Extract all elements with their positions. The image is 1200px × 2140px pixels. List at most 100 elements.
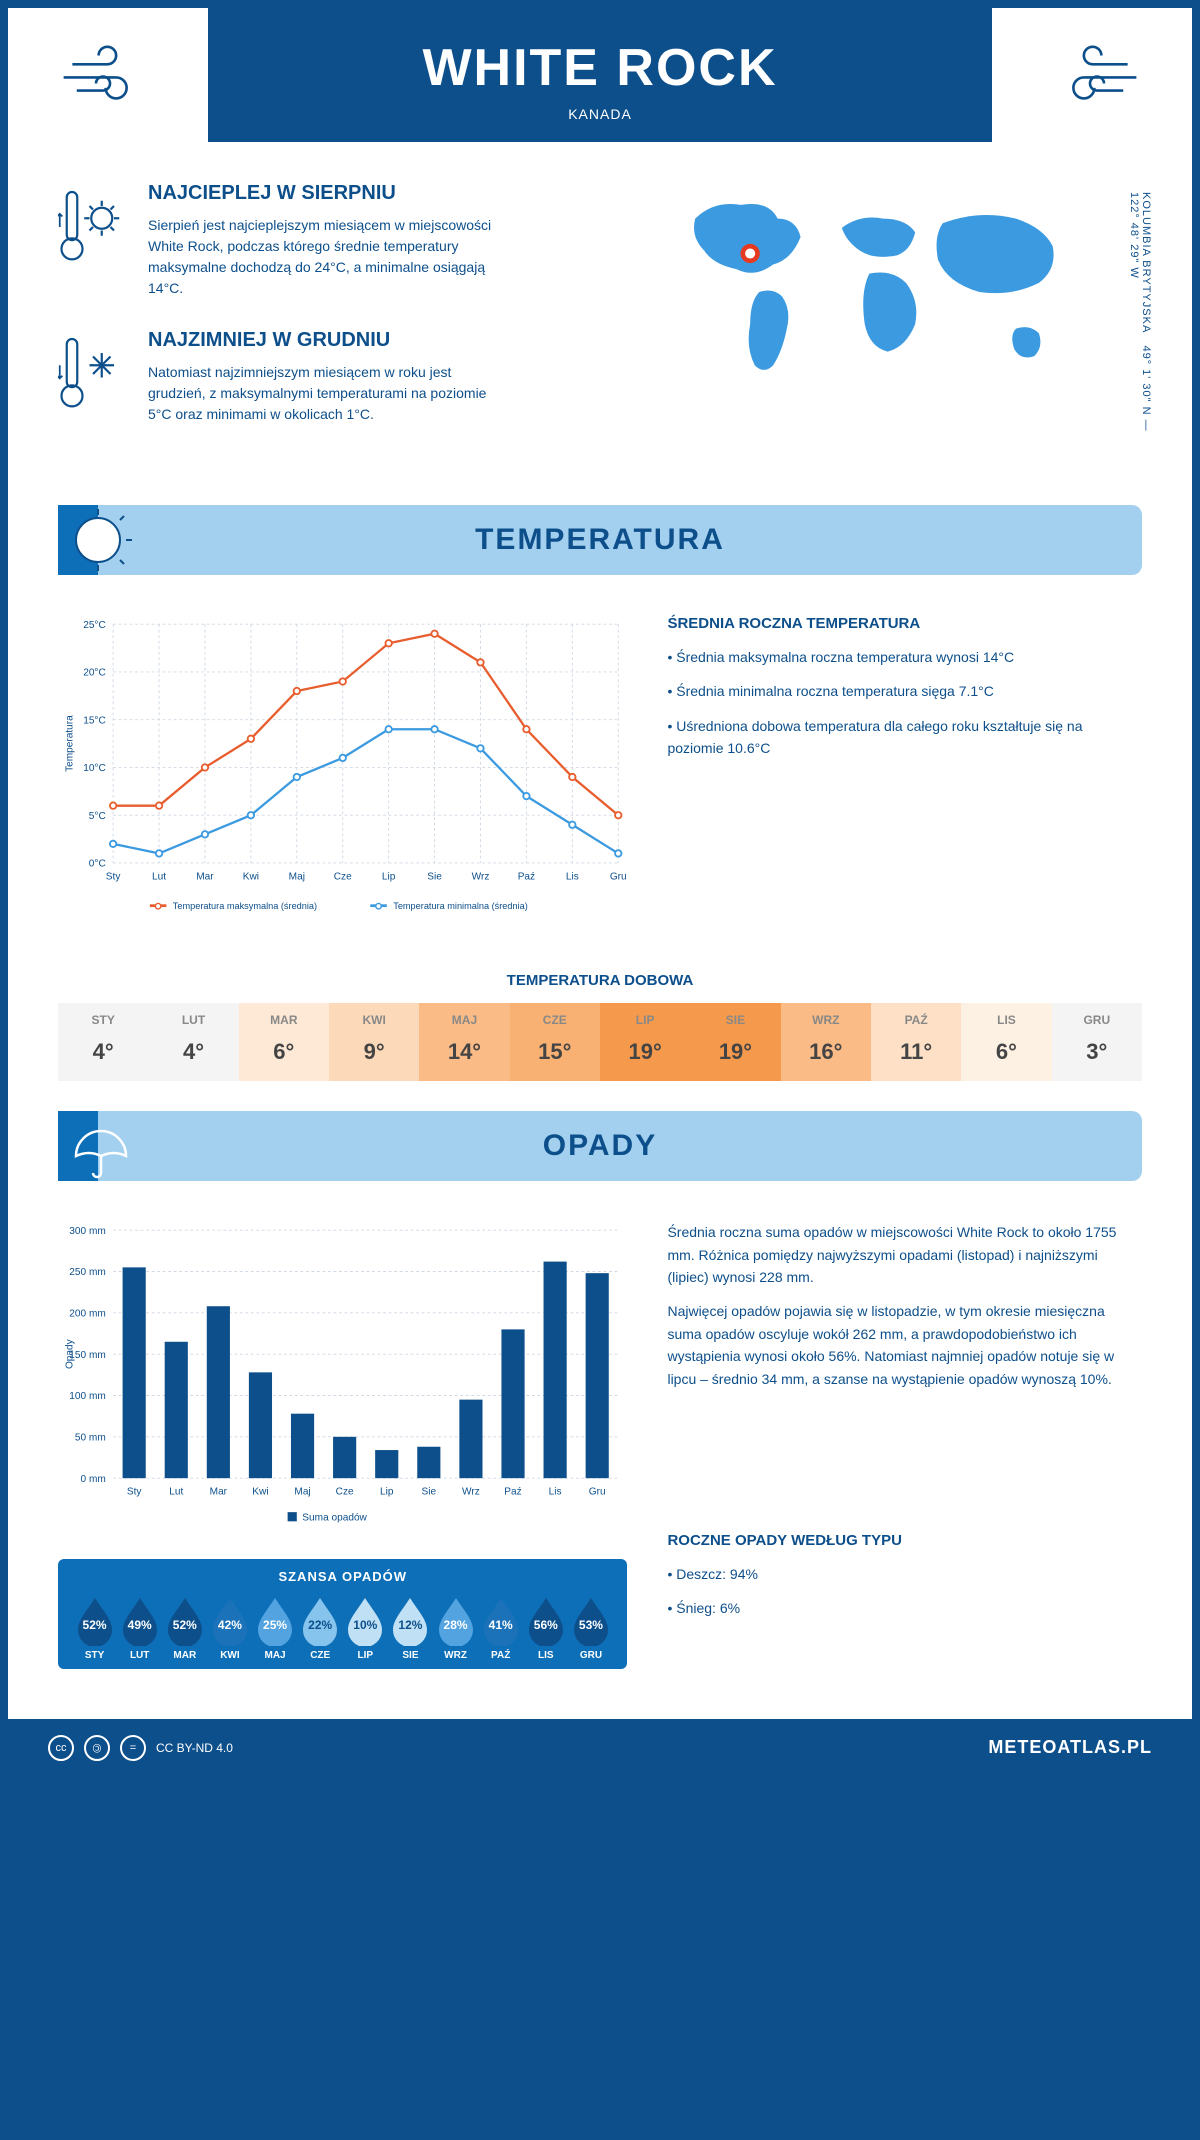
precipitation-bar-chart: 0 mm50 mm100 mm150 mm200 mm250 mm300 mmO… (58, 1221, 627, 1533)
rain-chance-cell: 56% LIS (523, 1594, 568, 1661)
svg-text:10°C: 10°C (83, 763, 106, 774)
thermometer-cold-icon (58, 329, 128, 419)
svg-text:20°C: 20°C (83, 668, 106, 679)
by-icon: 🄯 (84, 1735, 110, 1761)
svg-text:5°C: 5°C (89, 811, 106, 822)
thermometer-hot-icon (58, 182, 128, 272)
svg-text:Mar: Mar (210, 1487, 228, 1498)
svg-text:Paź: Paź (518, 872, 535, 883)
temp-cell: PAŹ11° (871, 1003, 961, 1081)
svg-text:Wrz: Wrz (462, 1487, 480, 1498)
temp-cell: STY4° (58, 1003, 148, 1081)
location-marker-icon (743, 246, 758, 261)
svg-text:Lip: Lip (382, 872, 396, 883)
warmest-text: Sierpień jest najcieplejszym miesiącem w… (148, 215, 508, 299)
world-map (615, 182, 1142, 402)
location-country: KANADA (208, 106, 992, 122)
avg-temp-bullet: • Uśredniona dobowa temperatura dla całe… (667, 715, 1142, 760)
temp-cell: LIP19° (600, 1003, 690, 1081)
svg-text:250 mm: 250 mm (69, 1267, 105, 1278)
svg-text:Kwi: Kwi (243, 872, 259, 883)
temperature-line-chart: 0°C5°C10°C15°C20°C25°CStyLutMarKwiMajCze… (58, 615, 627, 927)
svg-text:Lip: Lip (380, 1487, 394, 1498)
temperature-section-header: TEMPERATURA (58, 505, 1142, 575)
warmest-block: NAJCIEPLEJ W SIERPNIU Sierpień jest najc… (58, 182, 585, 299)
svg-text:0°C: 0°C (89, 859, 106, 870)
rain-chance-cell: 53% GRU (568, 1594, 613, 1661)
precip-para-1: Średnia roczna suma opadów w miejscowośc… (667, 1221, 1142, 1288)
temp-cell: WRZ16° (781, 1003, 871, 1081)
rain-chance-cell: 52% MAR (162, 1594, 207, 1661)
temp-cell: KWI9° (329, 1003, 419, 1081)
rain-chance-cell: 41% PAŹ (478, 1594, 523, 1661)
coordinates-label: KOLUMBIA BRYTYJSKA 49° 1' 30" N — 122° 4… (1128, 192, 1152, 455)
precip-type-item: • Deszcz: 94% (667, 1563, 1142, 1585)
daily-temp-title: TEMPERATURA DOBOWA (8, 972, 1192, 989)
svg-text:Cze: Cze (336, 1487, 354, 1498)
rain-chance-cell: 28% WRZ (433, 1594, 478, 1661)
precip-type-item: • Śnieg: 6% (667, 1597, 1142, 1619)
svg-text:Kwi: Kwi (252, 1487, 268, 1498)
svg-text:Sty: Sty (127, 1487, 143, 1498)
avg-temp-bullet: • Średnia maksymalna roczna temperatura … (667, 646, 1142, 668)
svg-text:Wrz: Wrz (472, 872, 490, 883)
svg-text:Lis: Lis (566, 872, 579, 883)
rain-chance-cell: 10% LIP (343, 1594, 388, 1661)
daily-temp-table: STY4° LUT4° MAR6° KWI9° MAJ14° CZE15° LI… (58, 1003, 1142, 1081)
svg-text:Gru: Gru (589, 1487, 606, 1498)
svg-text:Temperatura maksymalna (średni: Temperatura maksymalna (średnia) (173, 901, 317, 911)
rain-chance-cell: 12% SIE (388, 1594, 433, 1661)
svg-text:Mar: Mar (196, 872, 214, 883)
svg-text:Lut: Lut (152, 872, 166, 883)
svg-text:25°C: 25°C (83, 620, 106, 631)
precip-by-type-title: ROCZNE OPADY WEDŁUG TYPU (667, 1532, 1142, 1549)
coldest-block: NAJZIMNIEJ W GRUDNIU Natomiast najzimnie… (58, 329, 585, 425)
rain-chance-cell: 49% LUT (117, 1594, 162, 1661)
svg-text:Sie: Sie (422, 1487, 437, 1498)
precipitation-section-header: OPADY (58, 1111, 1142, 1181)
svg-text:Suma opadów: Suma opadów (302, 1513, 367, 1524)
wind-icon (58, 38, 148, 108)
svg-text:Sty: Sty (106, 872, 122, 883)
cc-icon: cc (48, 1735, 74, 1761)
svg-text:Gru: Gru (610, 872, 627, 883)
temp-cell: MAJ14° (419, 1003, 509, 1081)
brand-label: METEOATLAS.PL (988, 1737, 1152, 1758)
coldest-title: NAJZIMNIEJ W GRUDNIU (148, 329, 508, 352)
temp-cell: SIE19° (690, 1003, 780, 1081)
svg-text:Temperatura: Temperatura (65, 715, 76, 772)
svg-text:100 mm: 100 mm (69, 1391, 105, 1402)
svg-text:Cze: Cze (334, 872, 352, 883)
avg-temp-bullet: • Średnia minimalna roczna temperatura s… (667, 680, 1142, 702)
precip-para-2: Najwięcej opadów pojawia się w listopadz… (667, 1300, 1142, 1390)
temp-cell: GRU3° (1052, 1003, 1142, 1081)
warmest-title: NAJCIEPLEJ W SIERPNIU (148, 182, 508, 205)
svg-text:Lis: Lis (549, 1487, 562, 1498)
svg-text:50 mm: 50 mm (75, 1433, 106, 1444)
location-title: WHITE ROCK (208, 38, 992, 98)
svg-text:Maj: Maj (289, 872, 305, 883)
umbrella-icon (58, 1111, 148, 1181)
sun-icon (58, 505, 148, 575)
rain-chance-cell: 42% KWI (207, 1594, 252, 1661)
rain-chance-cell: 25% MAJ (253, 1594, 298, 1661)
rain-chance-panel: SZANSA OPADÓW 52% STY 49% LUT (58, 1559, 627, 1669)
page-header: WHITE ROCK KANADA (208, 8, 992, 142)
temp-cell: MAR6° (239, 1003, 329, 1081)
temp-cell: LUT4° (148, 1003, 238, 1081)
svg-text:Sie: Sie (427, 872, 442, 883)
svg-text:Maj: Maj (294, 1487, 310, 1498)
svg-text:300 mm: 300 mm (69, 1226, 105, 1237)
svg-text:Opady: Opady (65, 1339, 76, 1370)
temp-cell: CZE15° (510, 1003, 600, 1081)
svg-text:0 mm: 0 mm (81, 1474, 106, 1485)
license-text: CC BY-ND 4.0 (156, 1741, 233, 1755)
rain-chance-cell: 22% CZE (298, 1594, 343, 1661)
coldest-text: Natomiast najzimniejszym miesiącem w rok… (148, 362, 508, 425)
svg-text:Temperatura minimalna (średnia: Temperatura minimalna (średnia) (393, 901, 528, 911)
temp-cell: LIS6° (961, 1003, 1051, 1081)
avg-temp-title: ŚREDNIA ROCZNA TEMPERATURA (667, 615, 1142, 632)
svg-text:Paź: Paź (504, 1487, 521, 1498)
page-footer: cc 🄯 = CC BY-ND 4.0 METEOATLAS.PL (8, 1719, 1192, 1777)
svg-text:200 mm: 200 mm (69, 1309, 105, 1320)
